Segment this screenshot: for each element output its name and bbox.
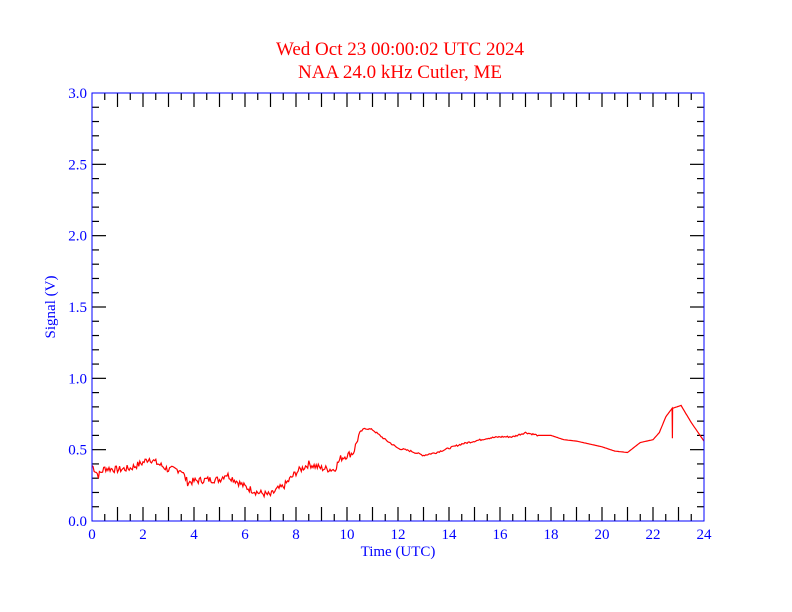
x-axis-label: Time (UTC) — [361, 544, 436, 560]
y-tick-label: 2.5 — [68, 157, 87, 173]
chart-title: Wed Oct 23 00:00:02 UTC 2024 — [276, 39, 525, 60]
y-tick-label: 1.5 — [68, 300, 87, 316]
x-tick-label: 14 — [442, 527, 458, 543]
y-tick-label: 1.0 — [68, 371, 87, 387]
y-tick-label: 3.0 — [68, 86, 87, 102]
y-tick-label: 0.0 — [68, 514, 87, 530]
signal-line — [91, 404, 705, 499]
chart-subtitle: NAA 24.0 kHz Cutler, ME — [298, 62, 502, 83]
y-axis-label: Signal (V) — [43, 276, 59, 339]
x-tick-label: 20 — [595, 527, 610, 543]
tick-labels: 0 2 4 6 8 10 12 14 16 18 20 22 240.00.51.01.52.02.53… — [68, 86, 712, 543]
tick-marks — [92, 93, 704, 521]
x-tick-label: 4 — [190, 527, 198, 543]
x-tick-label: 16 — [493, 527, 509, 543]
plot-frame — [91, 92, 705, 522]
x-tick-label: 22 — [646, 527, 661, 543]
x-tick-label: 6 — [241, 527, 249, 543]
y-tick-label: 0.5 — [68, 443, 87, 459]
x-tick-label: 10 — [340, 527, 355, 543]
x-tick-label: 2 — [139, 527, 147, 543]
x-tick-label: 18 — [544, 527, 559, 543]
x-tick-label: 0 — [88, 527, 96, 543]
x-tick-label: 12 — [391, 527, 406, 543]
x-tick-label: 24 — [697, 527, 713, 543]
x-tick-label: 8 — [292, 527, 300, 543]
y-tick-label: 2.0 — [68, 229, 87, 245]
